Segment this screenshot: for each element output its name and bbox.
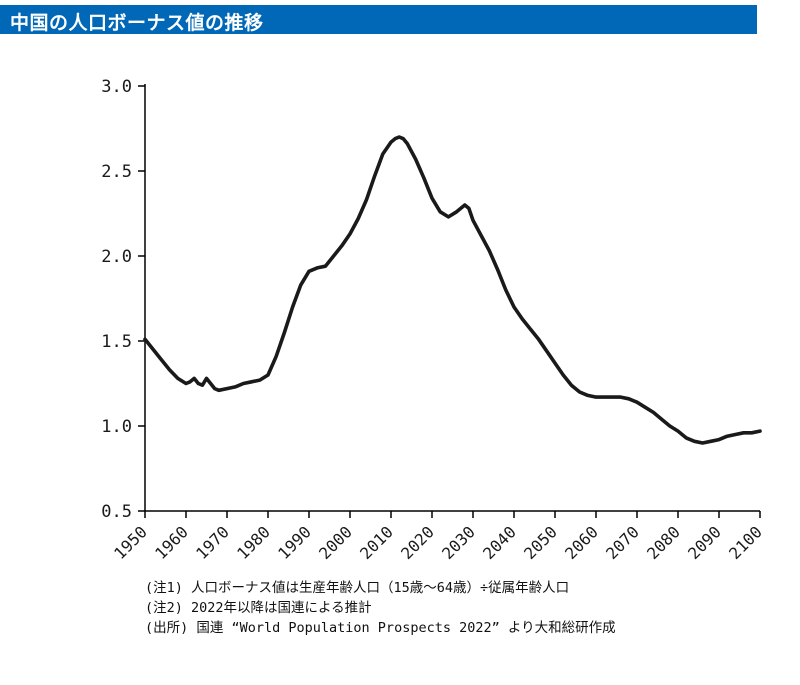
chart-area: 0.5 1.0 1.5 2.0 2.5 3.0 1950 1960 1970 1980 1990 20…	[0, 34, 800, 574]
page-title: 中国の人口ボーナス値の推移	[10, 13, 264, 34]
x-tick-label: 2060	[561, 522, 602, 563]
x-tick-label: 2080	[643, 522, 684, 563]
y-tick-label: 1.0	[101, 417, 132, 437]
x-tick-label: 2050	[520, 522, 561, 563]
x-tick-label: 2030	[438, 522, 479, 563]
x-tick-label: 2010	[356, 522, 397, 563]
title-bar: 中国の人口ボーナス値の推移	[0, 5, 757, 34]
x-tick-label: 2100	[725, 522, 766, 563]
y-tick-label: 1.5	[101, 332, 132, 352]
y-tick-label: 2.0	[101, 247, 132, 267]
x-tick-label: 1950	[110, 522, 151, 563]
x-tick-label: 1970	[192, 522, 233, 563]
x-tick-label: 2000	[315, 522, 356, 563]
y-tick-label: 2.5	[101, 162, 132, 182]
x-tick-label: 2020	[397, 522, 438, 563]
x-tick-label: 2040	[479, 522, 520, 563]
x-tick-label: 2070	[602, 522, 643, 563]
x-tick-label: 1990	[274, 522, 315, 563]
population-bonus-series-line	[143, 135, 762, 445]
footnote-2: (注2) 2022年以降は国連による推計	[145, 600, 372, 616]
y-tick-label: 3.0	[101, 77, 132, 97]
x-tick-label: 1980	[233, 522, 274, 563]
x-tick-label: 1960	[151, 522, 192, 563]
x-tick-label: 2090	[684, 522, 725, 563]
footnote-1: (注1) 人口ボーナス値は生産年齢人口（15歳～64歳）÷従属年齢人口	[145, 580, 570, 596]
footnotes: (注1) 人口ボーナス値は生産年齢人口（15歳～64歳）÷従属年齢人口 (注2)…	[145, 578, 800, 638]
y-tick-label: 0.5	[101, 502, 132, 522]
source-note: (出所) 国連 “World Population Prospects 2022…	[145, 620, 616, 636]
